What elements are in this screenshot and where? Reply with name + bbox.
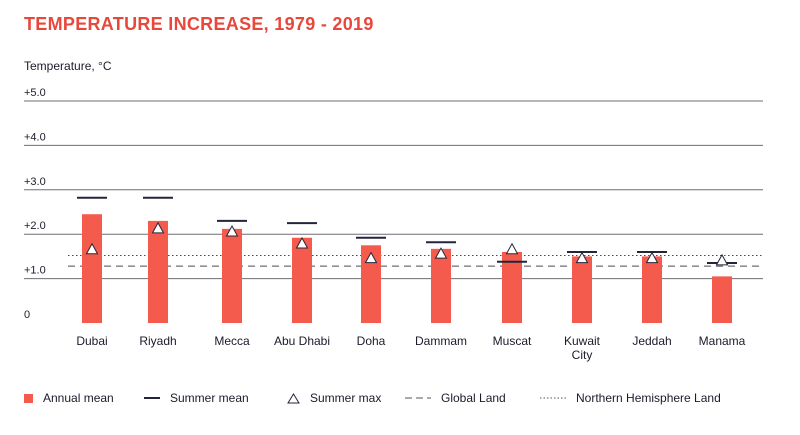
bar-dammam [431,248,451,323]
legend-annual-mean: Annual mean [24,388,114,408]
y-tick-label-0: 0 [24,309,30,321]
legend-summer-mean: Summer mean [144,388,249,408]
category-label-riyadh: Riyadh [139,334,176,348]
y-tick-label-3: +3.0 [24,176,46,188]
legend: Annual mean Summer mean Summer max Globa… [24,388,784,410]
legend-summer-mean-label: Summer mean [170,391,249,405]
bar-riyadh [148,220,168,323]
chart-title: TEMPERATURE INCREASE, 1979 - 2019 [24,14,374,34]
bar-manama [712,276,732,323]
category-label-doha: Doha [357,334,386,348]
legend-dash-icon [144,397,160,399]
bar-kuwait-city [572,256,592,323]
bar-dubai [82,214,102,323]
bar-mecca [222,228,242,323]
y-tick-label-4: +4.0 [24,131,46,143]
y-tick-label-2: +2.0 [24,220,46,232]
summer-max-mecca [225,224,239,237]
category-label-kuwait-city-1: City [572,348,593,362]
bar-muscat [502,251,522,323]
legend-global-land: Global Land [405,388,506,408]
category-label-manama: Manama [699,334,746,348]
legend-dashed-line-icon [405,397,431,399]
legend-nh-land-label: Northern Hemisphere Land [576,391,721,405]
y-tick-label-5: +5.0 [24,87,46,99]
bar-chart: 0 +1.0 +2.0 +3.0 +4.0 +5.0 Dubai Riyadh Mecca Ab… [24,87,763,362]
category-label-mecca: Mecca [214,334,250,348]
summer-max-abu-dhabi [295,236,309,249]
category-label-dammam: Dammam [415,334,467,348]
category-label-abu-dhabi: Abu Dhabi [274,334,330,348]
legend-summer-max-label: Summer max [310,391,382,405]
bar-doha [361,245,381,323]
bar-jeddah [642,256,662,323]
legend-annual-mean-label: Annual mean [43,391,114,405]
category-label-muscat: Muscat [493,334,532,348]
legend-global-land-label: Global Land [441,391,506,405]
category-label-dubai: Dubai [76,334,107,348]
legend-summer-max: Summer max [287,388,381,408]
summer-max-muscat [505,242,519,255]
category-label-kuwait-city-0: Kuwait [564,334,601,348]
y-axis-label: Temperature, °C [24,59,112,73]
summer-max-riyadh [151,221,165,234]
summer-max-doha [364,251,378,264]
legend-triangle-icon [287,392,300,403]
gridlines [24,100,763,280]
category-label-jeddah: Jeddah [632,334,671,348]
y-tick-labels: 0 +1.0 +2.0 +3.0 +4.0 +5.0 [24,87,46,321]
summer-max-markers [85,221,729,266]
x-category-labels: Dubai Riyadh Mecca Abu Dhabi Doha Dammam Musca… [76,334,745,362]
legend-nh-land: Northern Hemisphere Land [540,388,721,408]
summer-max-jeddah [645,251,659,264]
summer-max-dubai [85,242,99,255]
bar-abu-dhabi [292,237,312,323]
legend-dotted-line-icon [540,397,566,399]
summer-max-manama [715,253,729,266]
y-tick-label-1: +1.0 [24,265,46,277]
summer-max-dammam [434,247,448,259]
annual-mean-bars [82,214,732,323]
legend-bar-swatch-icon [24,393,33,403]
summer-mean-markers [77,196,737,265]
summer-max-kuwait-city [575,251,589,264]
